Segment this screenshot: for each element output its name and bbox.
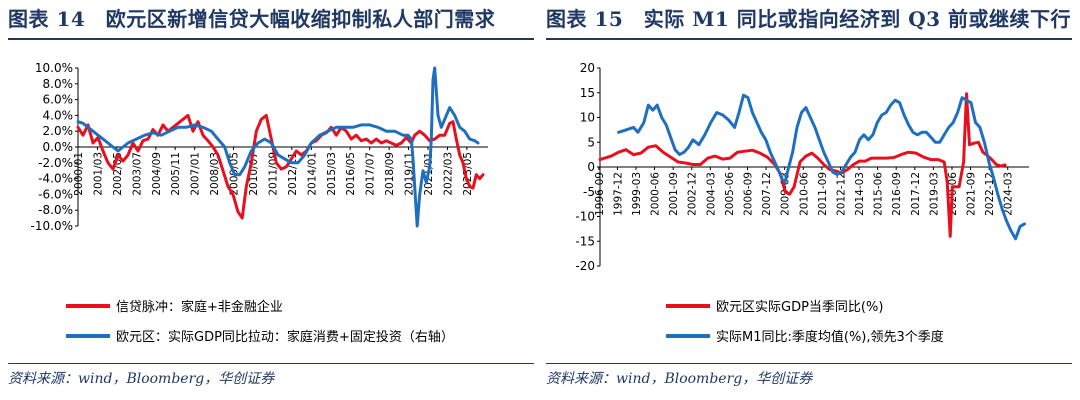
x-tick-label: 2019-03 xyxy=(928,172,940,216)
x-tick-label: 2011/09 xyxy=(268,152,280,196)
y-tick-label: -20 xyxy=(575,259,595,273)
source-note: 资料来源：wind，Bloomberg，华创证券 xyxy=(546,371,813,387)
legend-label: 信贷脉冲：家庭+非金融企业 xyxy=(116,299,283,315)
y-tick-label: 4.0% xyxy=(43,108,74,122)
title-divider xyxy=(546,38,1072,40)
legend-label: 实际M1同比:季度均值(%),领先3个季度 xyxy=(716,329,944,345)
x-tick-label: 2016-09 xyxy=(891,172,903,216)
x-tick-label: 2017/07 xyxy=(365,152,377,196)
x-tick-label: 2022-12 xyxy=(984,172,996,216)
series-line-red xyxy=(598,92,1007,238)
chart-title: 图表 14 欧元区新增信贷大幅收缩抑制私人部门需求 xyxy=(8,7,496,31)
x-tick-label: 1997-12 xyxy=(612,172,624,216)
x-tick-label: 2005-06 xyxy=(724,172,736,216)
x-tick-label: 2001/03 xyxy=(93,152,105,196)
series-line-blue xyxy=(76,66,480,228)
chart-panel-right: 图表 15 实际 M1 同比或指向经济到 Q3 前或继续下行 20 15 10 5 0 -… xyxy=(546,0,1072,400)
x-tick-label: 2015/03 xyxy=(326,152,338,196)
y-tick-label: 5 xyxy=(587,135,595,149)
y-tick-label: 15 xyxy=(580,86,595,100)
y-tick-label: -10 xyxy=(575,210,595,224)
series-line-blue xyxy=(617,93,1026,241)
y-tick-label: 20 xyxy=(580,61,595,75)
title-divider xyxy=(8,38,534,40)
source-divider xyxy=(546,363,1072,364)
source-divider xyxy=(8,363,534,364)
chart-panel-left: 图表 14 欧元区新增信贷大幅收缩抑制私人部门需求 10.0% 8.0% 6.0% 4… xyxy=(8,0,534,400)
x-tick-label: 2007/01 xyxy=(190,152,202,196)
x-tick-label: 2000-06 xyxy=(650,172,662,216)
chart-svg-left: 10.0% 8.0% 6.0%4.0% 2.0% 0.0% -2.0% -4.0%-6.0%… xyxy=(31,61,488,345)
chart-svg-right: 20 15 10 5 0 -5 -10 -15 -20 1996-09 1997-12 1999-03… xyxy=(575,61,1029,345)
x-tick-label: 2011-09 xyxy=(817,172,829,216)
chart-title: 图表 15 实际 M1 同比或指向经济到 Q3 前或继续下行 xyxy=(546,7,1072,31)
x-tick-label: 1996-09 xyxy=(594,172,606,216)
x-tick-label: 2018/09 xyxy=(384,152,396,196)
y-tick-label: 8.0% xyxy=(43,77,74,91)
x-tick-label: 2005/11 xyxy=(170,152,182,196)
source-note: 资料来源：wind，Bloomberg，华创证券 xyxy=(8,371,275,387)
y-tick-label: 2.0% xyxy=(43,124,74,138)
y-tick-label: -10.0% xyxy=(31,219,73,233)
x-tick-label: 2008/03 xyxy=(209,152,221,196)
x-tick-label: 1999-03 xyxy=(631,172,643,216)
x-tick-label: 2001-09 xyxy=(668,172,680,216)
y-tick-label: -6.0% xyxy=(38,187,73,201)
y-tick-label: -15 xyxy=(575,234,595,248)
y-tick-label: 10.0% xyxy=(35,61,73,75)
x-tick-label: 2024-03 xyxy=(1003,172,1015,216)
y-tick-label: -2.0% xyxy=(38,156,73,170)
y-tick-label: -5 xyxy=(583,185,595,199)
x-tick-label: 2015-06 xyxy=(873,172,885,216)
x-tick-label: 2004-03 xyxy=(705,172,717,216)
x-tick-label: 2000/01 xyxy=(73,152,85,196)
x-tick-label: 2004/09 xyxy=(151,152,163,196)
x-tick-label: 2023/05 xyxy=(462,152,474,196)
x-tick-label: 2010-06 xyxy=(798,172,810,216)
y-tick-label: 0 xyxy=(587,160,595,174)
x-tick-label: 2022/03 xyxy=(443,152,455,196)
x-tick-label: 2014/01 xyxy=(306,152,318,196)
x-tick-label: 2016/05 xyxy=(345,152,357,196)
x-tick-label: 2007-12 xyxy=(761,172,773,216)
y-tick-label: 10 xyxy=(580,111,595,125)
y-tick-label: 6.0% xyxy=(43,93,74,107)
x-tick-label: 2014-03 xyxy=(854,172,866,216)
x-tick-label: 2006-09 xyxy=(743,172,755,216)
x-tick-label: 2017-12 xyxy=(910,172,922,216)
x-tick-label: 2002-12 xyxy=(687,172,699,216)
x-tick-label: 2012-12 xyxy=(835,172,847,216)
x-tick-label: 2003/07 xyxy=(131,152,143,196)
legend-label: 欧元区：实际GDP同比拉动：家庭消费+固定投资（右轴） xyxy=(116,329,454,345)
y-tick-label: 0.0% xyxy=(43,140,74,154)
y-tick-label: -8.0% xyxy=(38,203,73,217)
x-tick-label: 2021-09 xyxy=(966,172,978,216)
y-tick-label: -4.0% xyxy=(38,172,73,186)
legend-label: 欧元区实际GDP当季同比(%) xyxy=(716,300,883,315)
